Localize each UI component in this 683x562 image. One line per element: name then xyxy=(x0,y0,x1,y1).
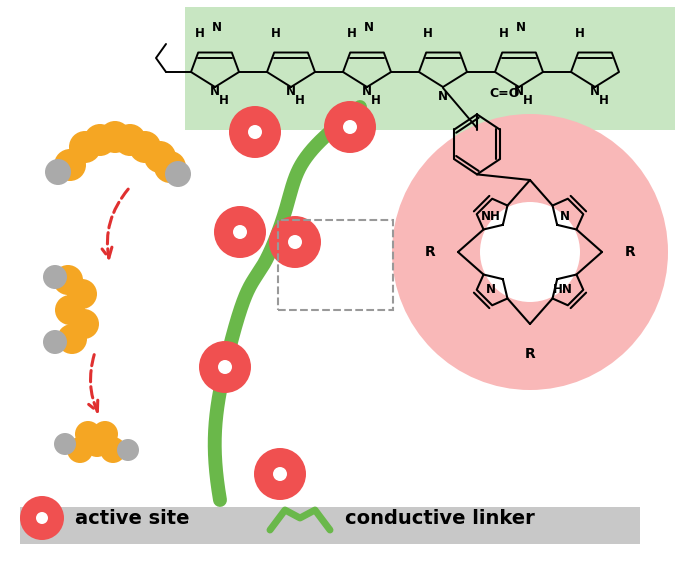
FancyArrowPatch shape xyxy=(89,355,98,411)
Circle shape xyxy=(67,279,97,309)
Text: C=O: C=O xyxy=(489,87,519,101)
Text: N: N xyxy=(590,85,600,98)
Circle shape xyxy=(218,360,232,374)
Circle shape xyxy=(144,141,176,173)
Text: N: N xyxy=(560,210,570,223)
Text: N: N xyxy=(286,85,296,98)
Text: H: H xyxy=(575,27,585,40)
Text: H: H xyxy=(423,27,433,40)
Text: N: N xyxy=(364,21,374,34)
Text: H: H xyxy=(499,27,509,40)
Circle shape xyxy=(20,496,64,540)
Circle shape xyxy=(84,431,110,457)
Text: N: N xyxy=(438,90,448,103)
Text: R: R xyxy=(425,245,435,259)
Text: H: H xyxy=(371,94,381,107)
Text: N: N xyxy=(362,85,372,98)
Text: H: H xyxy=(219,94,229,107)
Text: HN: HN xyxy=(553,283,573,296)
Text: H: H xyxy=(195,27,205,40)
Circle shape xyxy=(67,437,93,463)
Text: H: H xyxy=(599,94,609,107)
Text: N: N xyxy=(516,21,526,34)
Circle shape xyxy=(92,421,118,447)
Text: H: H xyxy=(271,27,281,40)
Circle shape xyxy=(54,433,76,455)
Circle shape xyxy=(69,309,99,339)
Circle shape xyxy=(114,124,146,156)
Circle shape xyxy=(129,131,161,163)
Circle shape xyxy=(269,216,321,268)
Circle shape xyxy=(57,324,87,354)
Circle shape xyxy=(69,131,101,163)
Circle shape xyxy=(229,106,281,158)
Circle shape xyxy=(233,225,247,239)
Bar xyxy=(455,130,500,232)
Circle shape xyxy=(199,341,251,393)
Circle shape xyxy=(54,149,86,181)
Bar xyxy=(20,507,640,544)
Circle shape xyxy=(55,295,85,325)
Circle shape xyxy=(43,265,67,289)
Text: conductive linker: conductive linker xyxy=(345,509,535,528)
Circle shape xyxy=(84,124,116,156)
Circle shape xyxy=(165,161,191,187)
Text: N: N xyxy=(212,21,222,34)
FancyArrowPatch shape xyxy=(102,189,128,258)
Text: H: H xyxy=(295,94,305,107)
Circle shape xyxy=(324,101,376,153)
Text: R: R xyxy=(525,347,535,361)
Bar xyxy=(185,7,675,130)
Text: NH: NH xyxy=(481,210,501,223)
Text: active site: active site xyxy=(75,509,189,528)
Circle shape xyxy=(392,114,668,390)
Circle shape xyxy=(288,235,302,249)
Text: H: H xyxy=(523,94,533,107)
Circle shape xyxy=(36,512,48,524)
Bar xyxy=(278,220,393,310)
Text: R: R xyxy=(625,245,635,259)
Circle shape xyxy=(45,159,71,185)
Text: N: N xyxy=(210,85,220,98)
Circle shape xyxy=(53,265,83,295)
Circle shape xyxy=(154,151,186,183)
Circle shape xyxy=(75,421,101,447)
Circle shape xyxy=(99,121,131,153)
Text: N: N xyxy=(486,283,496,296)
Circle shape xyxy=(273,467,287,481)
Circle shape xyxy=(343,120,357,134)
Circle shape xyxy=(248,125,262,139)
Text: H: H xyxy=(347,27,357,40)
Circle shape xyxy=(43,330,67,354)
Circle shape xyxy=(117,439,139,461)
Text: N: N xyxy=(514,85,524,98)
Circle shape xyxy=(100,437,126,463)
Circle shape xyxy=(480,202,580,302)
Circle shape xyxy=(214,206,266,258)
Circle shape xyxy=(254,448,306,500)
